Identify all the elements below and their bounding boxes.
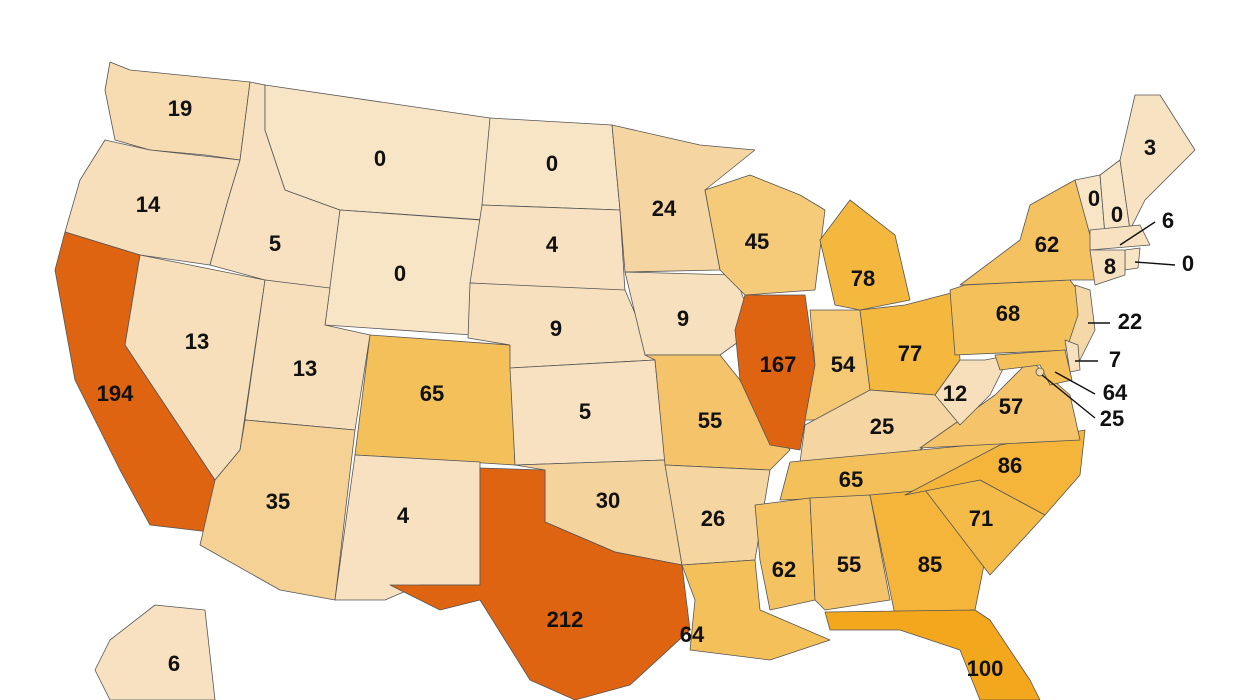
region-value: 25 <box>870 414 894 439</box>
region-shape <box>824 609 1041 700</box>
region-shape <box>904 429 1086 516</box>
region-value: 68 <box>996 301 1020 326</box>
region-value: 6 <box>168 651 180 676</box>
region-shape <box>994 349 1073 386</box>
region-shape <box>1064 339 1081 373</box>
region-value: 7 <box>1109 347 1121 372</box>
region-value: 5 <box>579 399 591 424</box>
region-value: 62 <box>1035 232 1059 257</box>
region-shape <box>734 294 816 451</box>
region-shape <box>959 179 1096 286</box>
region-value: 64 <box>1103 380 1128 405</box>
region-shape <box>1035 367 1045 377</box>
region-value: 30 <box>596 488 620 513</box>
region-value: 9 <box>550 316 562 341</box>
region-value: 100 <box>967 656 1004 681</box>
region-value: 0 <box>546 151 558 176</box>
region-value: 0 <box>394 261 406 286</box>
region-value: 4 <box>397 503 410 528</box>
region-shape <box>94 604 216 700</box>
region-shape <box>1067 284 1096 361</box>
region-shape <box>1119 94 1196 231</box>
region-value: 24 <box>652 196 677 221</box>
region-value: 13 <box>293 356 317 381</box>
region-value: 77 <box>898 341 922 366</box>
region-value: 85 <box>918 552 942 577</box>
leader-line <box>1134 261 1176 266</box>
region-value: 8 <box>1104 254 1116 279</box>
region-value: 0 <box>1111 202 1123 227</box>
region-value: 9 <box>677 306 689 331</box>
region-shape <box>199 419 356 601</box>
region-value: 55 <box>837 552 861 577</box>
region-value: 167 <box>760 352 797 377</box>
region-value: 212 <box>547 607 584 632</box>
region-shape <box>1089 224 1151 251</box>
region-value: 45 <box>745 229 769 254</box>
region-value: 26 <box>701 506 725 531</box>
region-shape <box>819 199 911 311</box>
leader-line <box>1041 374 1096 419</box>
region-shape <box>1089 249 1126 286</box>
region-shape <box>644 354 791 471</box>
region-value: 86 <box>998 453 1022 478</box>
region-shape <box>754 497 816 611</box>
region-shape <box>809 494 891 611</box>
region-value: 19 <box>168 96 192 121</box>
region-value: 3 <box>1144 135 1156 160</box>
region-value: 14 <box>136 192 161 217</box>
region-value: 0 <box>1182 251 1194 276</box>
region-value: 55 <box>698 408 722 433</box>
region-shape <box>704 174 826 296</box>
region-value: 78 <box>851 266 875 291</box>
region-value: 25 <box>1100 406 1124 431</box>
region-value: 65 <box>420 381 444 406</box>
region-value: 64 <box>680 622 705 647</box>
region-shape <box>104 61 251 161</box>
region-shape <box>681 559 831 661</box>
region-value: 22 <box>1118 309 1142 334</box>
leader-line <box>1054 371 1096 395</box>
region-value: 194 <box>97 381 134 406</box>
region-value: 35 <box>266 489 290 514</box>
region-value: 57 <box>999 394 1023 419</box>
region-value: 0 <box>374 146 386 171</box>
region-value: 12 <box>943 381 967 406</box>
region-value: 6 <box>1162 208 1174 233</box>
region-shape <box>1124 247 1141 271</box>
region-value: 4 <box>546 232 559 257</box>
region-value: 71 <box>969 506 993 531</box>
region-value: 0 <box>1088 186 1100 211</box>
region-value: 65 <box>839 467 863 492</box>
region-value: 62 <box>772 557 796 582</box>
region-value: 54 <box>831 352 856 377</box>
region-value: 5 <box>269 231 281 256</box>
region-shape <box>389 467 691 700</box>
region-value: 13 <box>185 329 209 354</box>
leader-line <box>1119 221 1156 246</box>
